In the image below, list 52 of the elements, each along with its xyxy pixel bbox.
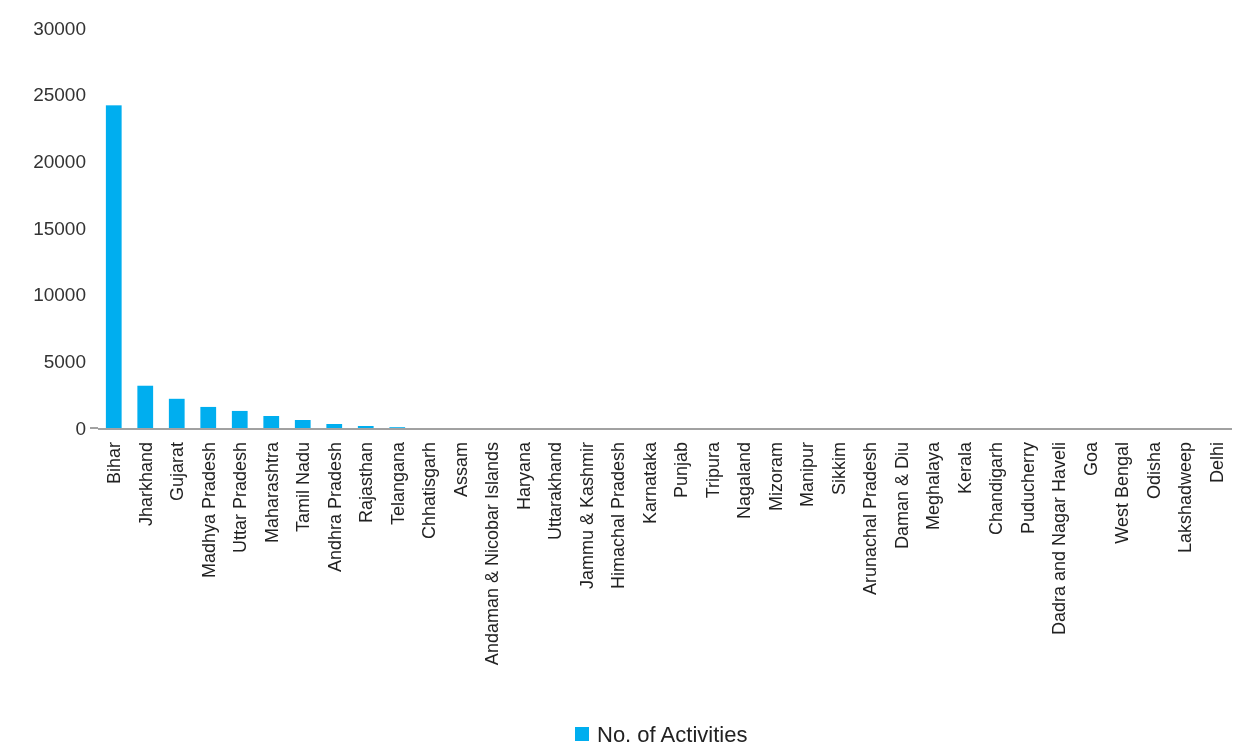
x-tick-label: Lakshadweep [1175, 442, 1196, 554]
y-tick-label: 30000 [33, 17, 86, 39]
x-tick-label: Rajasthan [356, 442, 377, 524]
x-tick-label: Karnataka [639, 441, 660, 525]
x-tick-label: West Bengal [1112, 442, 1133, 544]
x-tick-label: Nagaland [734, 442, 755, 520]
x-tick-label: Arunachal Pradesh [860, 442, 881, 596]
x-tick-label: Tripura [702, 441, 723, 499]
bar [105, 105, 122, 428]
x-tick-label: Punjab [671, 442, 692, 499]
bar [294, 420, 311, 428]
bar [200, 406, 217, 428]
y-tick-label: 0 [75, 417, 86, 439]
x-tick-label: Sikkim [828, 442, 849, 495]
x-tick-label: Dadra and Nagar Haveli [1049, 442, 1070, 636]
x-tick-label: Daman & Diu [891, 442, 912, 550]
x-tick-label: Goa [1080, 441, 1101, 477]
x-tick-label: Odisha [1143, 441, 1164, 500]
legend-label: No. of Activities [597, 721, 748, 747]
x-tick-label: Tamil Nadu [293, 442, 314, 533]
bar [137, 385, 154, 428]
y-tick-label: 15000 [33, 217, 86, 239]
x-tick-label: Madhya Pradesh [198, 442, 219, 579]
x-tick-label: Maharashtra [261, 441, 282, 544]
x-tick-label: Haryana [513, 441, 534, 511]
x-tick-label: Jammu & Kashmir [576, 442, 597, 590]
x-tick-label: Andaman & Nicobar Islands [482, 442, 503, 666]
x-tick-label: Assam [450, 442, 471, 498]
x-tick-label: Chhatisgarh [419, 442, 440, 540]
y-tick-label: 5000 [43, 350, 86, 372]
x-tick-label: Uttarakhand [545, 442, 566, 541]
x-tick-label: Mizoram [765, 442, 786, 512]
y-tick-label: 20000 [33, 150, 86, 172]
x-tick-label: Chandigarh [986, 442, 1007, 536]
y-tick-label: 25000 [33, 84, 86, 106]
bar [168, 398, 185, 428]
x-tick-label: Gujarat [167, 442, 188, 502]
bar [263, 416, 280, 428]
x-tick-label: Andhra Pradesh [324, 442, 345, 573]
x-tick-label: Puducherry [1017, 442, 1038, 535]
x-tick-label: Kerala [954, 441, 975, 495]
y-tick-label: 10000 [33, 284, 86, 306]
x-tick-label: Telangana [387, 441, 408, 526]
x-tick-label: Meghalaya [923, 441, 944, 531]
x-tick-label: Himachal Pradesh [608, 442, 629, 590]
x-tick-label: Manipur [797, 442, 818, 508]
bar [326, 424, 343, 428]
x-tick-label: Delhi [1206, 442, 1227, 484]
bar [231, 410, 248, 428]
x-tick-label: Bihar [104, 442, 125, 485]
x-tick-label: Uttar Pradesh [230, 442, 251, 554]
x-tick-label: Jharkhand [135, 442, 156, 527]
